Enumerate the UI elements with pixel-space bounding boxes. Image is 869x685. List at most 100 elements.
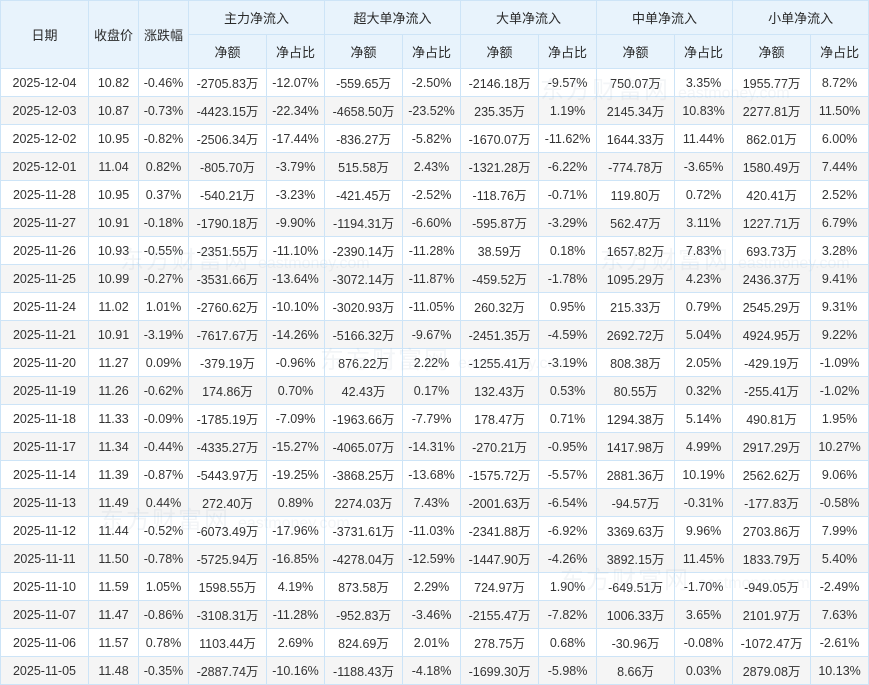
change-cell: -0.27% [138,264,189,293]
xlarge-net-amount-cell: -1188.43万 [324,656,404,685]
large-net-ratio-cell: -6.22% [538,152,598,181]
xlarge-net-ratio-cell: -11.03% [402,516,462,545]
small-net-amount-cell: -1072.47万 [732,628,812,657]
medium-net-ratio-cell: 0.79% [674,292,734,321]
medium-net-ratio-cell: 2.05% [674,348,734,377]
large-net-amount-cell: -2155.47万 [460,600,540,629]
xlarge-net-ratio-cell: -14.31% [402,432,462,461]
table-row: 2025-11-07 11.47 -0.86% -3108.31万 -11.28% -95… [0,600,869,629]
change-cell: -0.55% [138,236,189,265]
table-header: 日期 收盘价 涨跌幅 主力净流入 超大单净流入 大单净流入 中单净流入 小单净流… [0,0,869,69]
main-net-ratio-cell: -17.44% [265,124,326,153]
xlarge-net-ratio-cell: -13.68% [402,460,462,489]
table-row: 2025-11-19 11.26 -0.62% 174.86万 0.70% 42.43万 0… [0,376,869,405]
small-net-ratio-cell: -2.49% [810,572,869,601]
xlarge-net-amount-cell: 515.58万 [324,152,404,181]
small-net-amount-cell: 2545.29万 [732,292,812,321]
large-net-ratio-cell: -3.19% [538,348,598,377]
main-net-ratio-cell: -10.10% [265,292,326,321]
large-net-amount-cell: 724.97万 [460,572,540,601]
table-row: 2025-12-03 10.87 -0.73% -4423.15万 -22.34% -46… [0,96,869,125]
date-cell: 2025-11-13 [0,488,89,517]
medium-net-amount-cell: 1006.33万 [596,600,676,629]
main-net-ratio-cell: -16.85% [265,544,326,573]
main-net-ratio-cell: -11.10% [265,236,326,265]
small-net-amount-cell: 1227.71万 [732,208,812,237]
close-cell: 11.27 [88,348,139,377]
small-net-amount-cell: 2879.08万 [732,656,812,685]
small-net-amount-cell: 420.41万 [732,180,812,209]
medium-net-ratio-cell: 7.83% [674,236,734,265]
date-cell: 2025-11-17 [0,432,89,461]
xlarge-net-amount-cell: -559.65万 [324,68,404,97]
small-net-ratio-cell: 6.79% [810,208,869,237]
main-net-amount-cell: -3531.66万 [188,264,267,293]
change-cell: -0.82% [138,124,189,153]
xlarge-net-ratio-cell: -11.28% [402,236,462,265]
small-net-ratio-cell: 10.13% [810,656,869,685]
main-net-amount-cell: -540.21万 [188,180,267,209]
header-date: 日期 [0,0,89,69]
xlarge-net-ratio-cell: 7.43% [402,488,462,517]
medium-net-ratio-cell: -3.65% [674,152,734,181]
small-net-ratio-cell: -1.09% [810,348,869,377]
large-net-ratio-cell: -3.29% [538,208,598,237]
table-row: 2025-11-25 10.99 -0.27% -3531.66万 -13.64% -30… [0,264,869,293]
header-large-amount: 净额 [460,34,540,69]
small-net-ratio-cell: 1.95% [810,404,869,433]
date-cell: 2025-11-19 [0,376,89,405]
close-cell: 10.82 [88,68,139,97]
small-net-ratio-cell: 7.44% [810,152,869,181]
header-main-ratio: 净占比 [265,34,326,69]
xlarge-net-amount-cell: -2390.14万 [324,236,404,265]
xlarge-net-ratio-cell: -4.18% [402,656,462,685]
large-net-ratio-cell: -4.26% [538,544,598,573]
date-cell: 2025-11-12 [0,516,89,545]
header-xlarge-amount: 净额 [324,34,404,69]
xlarge-net-amount-cell: -4658.50万 [324,96,404,125]
medium-net-amount-cell: 562.47万 [596,208,676,237]
close-cell: 10.91 [88,208,139,237]
large-net-ratio-cell: -0.95% [538,432,598,461]
table-row: 2025-12-01 11.04 0.82% -805.70万 -3.79% 515.58… [0,152,869,181]
medium-net-ratio-cell: 5.14% [674,404,734,433]
table-row: 2025-11-12 11.44 -0.52% -6073.49万 -17.96% -37… [0,516,869,545]
large-net-amount-cell: -2001.63万 [460,488,540,517]
date-cell: 2025-11-18 [0,404,89,433]
main-net-amount-cell: -2705.83万 [188,68,267,97]
xlarge-net-ratio-cell: -12.59% [402,544,462,573]
main-net-amount-cell: -2887.74万 [188,656,267,685]
large-net-amount-cell: -1670.07万 [460,124,540,153]
medium-net-ratio-cell: 3.35% [674,68,734,97]
large-net-ratio-cell: -7.82% [538,600,598,629]
header-group-xlarge: 超大单净流入 [324,0,462,35]
small-net-amount-cell: 2101.97万 [732,600,812,629]
medium-net-amount-cell: 215.33万 [596,292,676,321]
main-net-ratio-cell: 0.70% [265,376,326,405]
small-net-amount-cell: 2277.81万 [732,96,812,125]
change-cell: -0.78% [138,544,189,573]
header-group-main: 主力净流入 [187,0,326,35]
xlarge-net-amount-cell: -3072.14万 [324,264,404,293]
large-net-amount-cell: -1575.72万 [460,460,540,489]
close-cell: 10.95 [88,124,139,153]
close-cell: 10.87 [88,96,139,125]
header-main-amount: 净额 [188,34,267,69]
large-net-amount-cell: -1255.41万 [460,348,540,377]
date-cell: 2025-12-01 [0,152,89,181]
xlarge-net-ratio-cell: 2.43% [402,152,462,181]
header-large-ratio: 净占比 [538,34,598,69]
large-net-amount-cell: -270.21万 [460,432,540,461]
large-net-amount-cell: -1447.90万 [460,544,540,573]
large-net-amount-cell: 235.35万 [460,96,540,125]
table-row: 2025-11-10 11.59 1.05% 1598.55万 4.19% 873.58万… [0,572,869,601]
header-medium-ratio: 净占比 [674,34,734,69]
medium-net-ratio-cell: 11.45% [674,544,734,573]
change-cell: -0.73% [138,96,189,125]
large-net-amount-cell: -459.52万 [460,264,540,293]
main-net-amount-cell: -379.19万 [188,348,267,377]
medium-net-ratio-cell: 3.11% [674,208,734,237]
medium-net-amount-cell: -774.78万 [596,152,676,181]
xlarge-net-ratio-cell: -23.52% [402,96,462,125]
